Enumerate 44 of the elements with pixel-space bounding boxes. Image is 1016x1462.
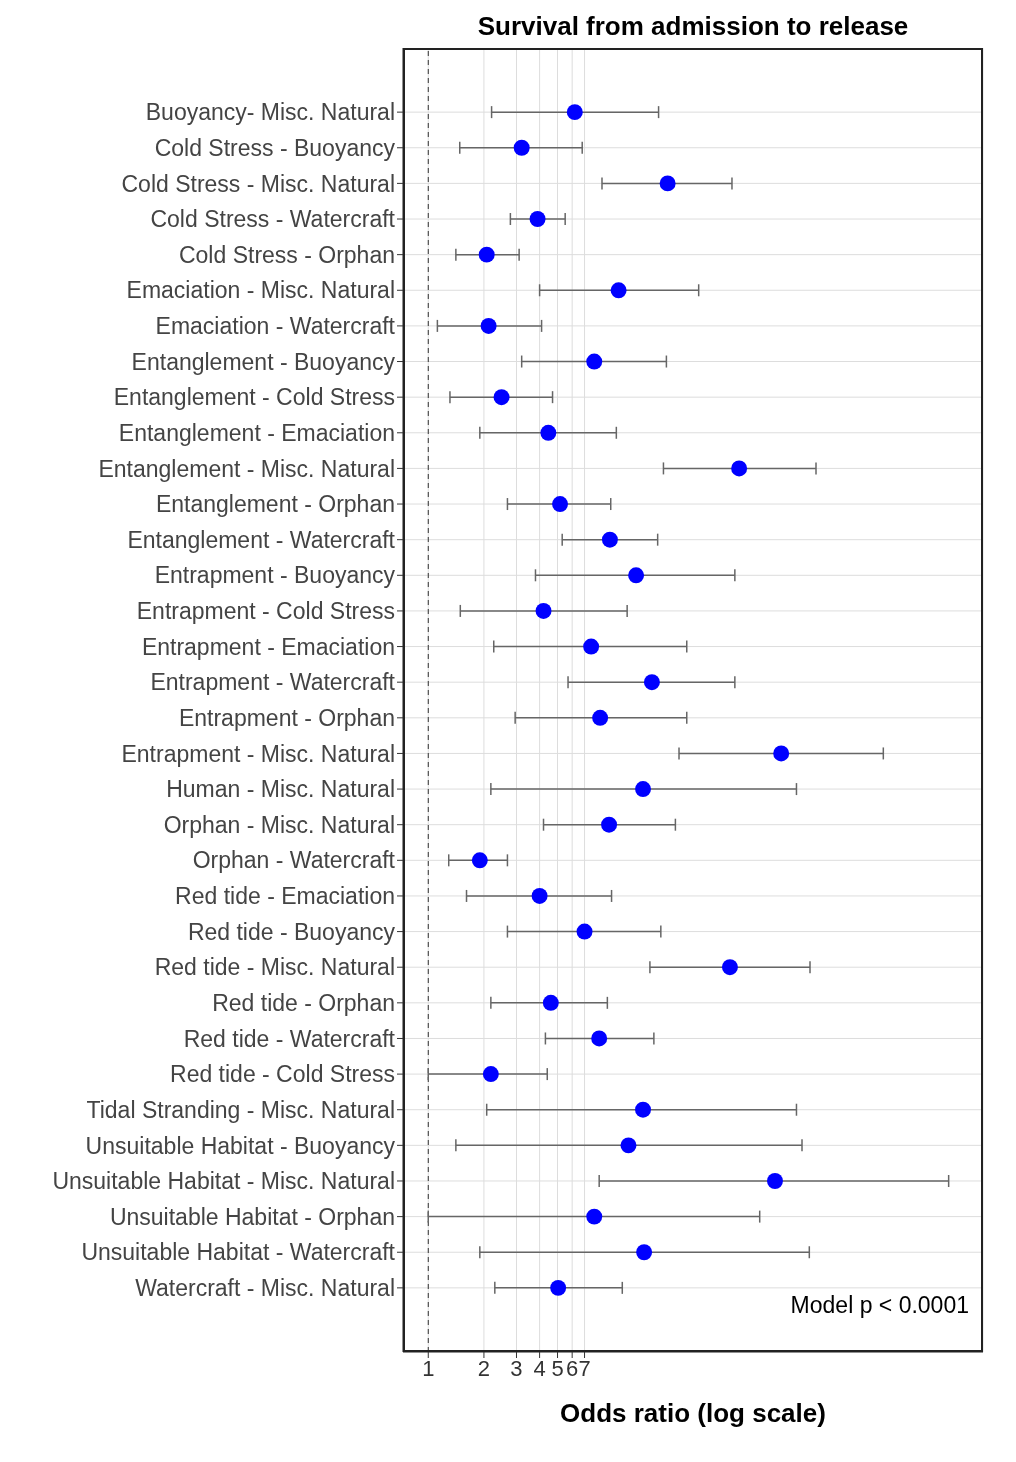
x-tick-label: 1 xyxy=(422,1355,435,1381)
y-tick-label: Entrapment - Buoyancy xyxy=(154,562,396,589)
y-tick-label: Red tide - Buoyancy xyxy=(187,918,396,945)
y-tick-label: Entanglement - Cold Stress xyxy=(113,384,395,411)
x-tick-label: 6 xyxy=(566,1355,579,1381)
y-tick-label: Red tide - Orphan xyxy=(212,990,395,1017)
y-tick-label: Cold Stress - Orphan xyxy=(178,241,395,268)
y-tick-label: Unsuitable Habitat - Buoyancy xyxy=(85,1132,396,1159)
chart-title: Survival from admission to release xyxy=(476,10,910,43)
x-tick-label: 3 xyxy=(510,1355,523,1381)
y-tick-label: Unsuitable Habitat - Watercraft xyxy=(81,1239,396,1266)
x-tick-label: 4 xyxy=(533,1355,546,1381)
y-tick-label: Orphan - Watercraft xyxy=(192,847,396,874)
x-axis-title: Odds ratio (log scale) xyxy=(560,1398,826,1428)
y-tick-label: Entanglement - Emaciation xyxy=(118,419,395,446)
x-tick-label: 7 xyxy=(578,1355,591,1381)
y-tick-label: Emaciation - Misc. Natural xyxy=(126,277,395,304)
y-tick-label: Entrapment - Misc. Natural xyxy=(121,740,395,767)
y-tick-label: Watercraft - Misc. Natural xyxy=(135,1275,395,1302)
y-tick-label: Entrapment - Orphan xyxy=(178,704,395,731)
y-tick-label: Emaciation - Watercraft xyxy=(155,313,396,340)
y-tick-label: Orphan - Misc. Natural xyxy=(163,811,395,838)
y-tick-label: Entanglement - Misc. Natural xyxy=(98,455,395,482)
y-tick-label: Cold Stress - Misc. Natural xyxy=(121,170,395,197)
y-tick-label: Red tide - Emaciation xyxy=(175,883,395,910)
y-tick-label: Entrapment - Emaciation xyxy=(141,633,395,660)
y-tick-label: Entrapment - Cold Stress xyxy=(136,598,395,625)
y-tick-label: Human - Misc. Natural xyxy=(166,776,395,803)
y-tick-label: Red tide - Misc. Natural xyxy=(154,954,395,981)
y-tick-label: Red tide - Cold Stress xyxy=(170,1061,395,1088)
y-tick-label: Red tide - Watercraft xyxy=(183,1025,396,1052)
x-tick-label: 5 xyxy=(551,1355,564,1381)
y-tick-label: Unsuitable Habitat - Misc. Natural xyxy=(52,1168,395,1195)
y-tick-label: Cold Stress - Watercraft xyxy=(150,206,396,233)
y-tick-label: Entrapment - Watercraft xyxy=(150,669,396,696)
y-tick-label: Entanglement - Orphan xyxy=(155,491,395,518)
annotation: Model p < 0.0001 xyxy=(790,1292,969,1319)
y-tick-label: Tidal Stranding - Misc. Natural xyxy=(86,1096,395,1123)
y-tick-label: Entanglement - Buoyancy xyxy=(131,348,396,375)
y-tick-label: Cold Stress - Buoyancy xyxy=(154,134,396,161)
x-tick-label: 2 xyxy=(477,1355,491,1381)
y-tick-label: Unsuitable Habitat - Orphan xyxy=(109,1203,395,1230)
y-tick-label: Entanglement - Watercraft xyxy=(127,526,396,553)
y-tick-label: Buoyancy- Misc. Natural xyxy=(145,99,395,126)
